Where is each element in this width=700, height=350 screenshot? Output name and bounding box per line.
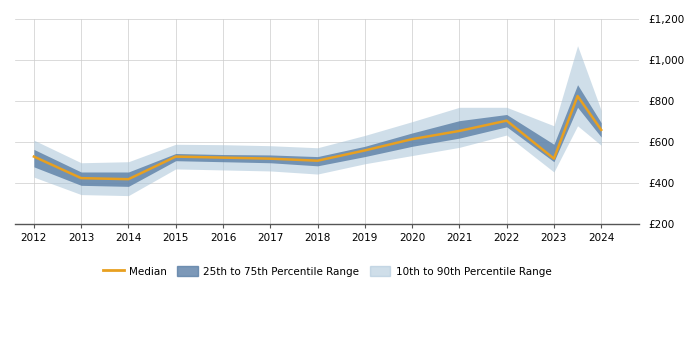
Legend: Median, 25th to 75th Percentile Range, 10th to 90th Percentile Range: Median, 25th to 75th Percentile Range, 1… (99, 262, 556, 281)
